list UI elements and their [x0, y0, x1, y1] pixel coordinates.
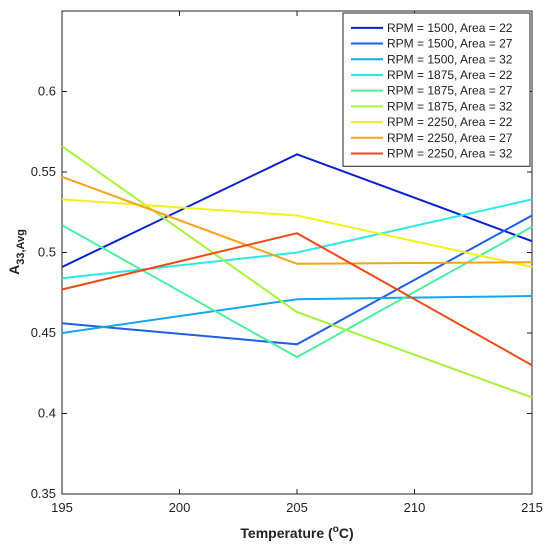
legend-label: RPM = 1875, Area = 22	[387, 68, 513, 82]
series-line-3	[61, 295, 533, 334]
y-tick-label: 0.55	[31, 164, 56, 179]
series-line-5	[61, 224, 533, 359]
series-line-1	[61, 153, 533, 268]
legend-label: RPM = 1500, Area = 32	[387, 52, 513, 66]
legend: RPM = 1500, Area = 22 RPM = 1500, Area = …	[342, 12, 531, 167]
legend-label: RPM = 2250, Area = 22	[387, 115, 513, 129]
x-tick-label: 210	[404, 500, 426, 515]
x-axis-title: Temperature (oC)	[240, 524, 353, 541]
y-tick-label: 0.35	[31, 486, 56, 501]
y-tick-label: 0.6	[38, 84, 56, 99]
y-tick-label: 0.5	[38, 245, 56, 260]
x-tick-label: 195	[51, 500, 73, 515]
legend-label: RPM = 1875, Area = 27	[387, 84, 513, 98]
x-tick-label: 200	[169, 500, 191, 515]
series-line-6	[61, 145, 533, 399]
y-tick-label: 0.4	[38, 406, 56, 421]
x-tick-label: 205	[286, 500, 308, 515]
legend-label: RPM = 1875, Area = 32	[387, 99, 513, 113]
x-tick-label: 215	[521, 500, 543, 515]
legend-label: RPM = 1500, Area = 27	[387, 37, 513, 51]
series-line-2	[61, 214, 533, 346]
legend-label: RPM = 2250, Area = 27	[387, 131, 513, 145]
series-lines	[61, 145, 533, 399]
y-tick-label: 0.45	[31, 325, 56, 340]
series-line-8	[61, 175, 533, 265]
legend-label: RPM = 1500, Area = 22	[387, 21, 513, 35]
legend-label: RPM = 2250, Area = 32	[387, 146, 513, 160]
series-line-9	[61, 232, 533, 367]
y-axis-title: A33,Avg	[6, 229, 27, 275]
